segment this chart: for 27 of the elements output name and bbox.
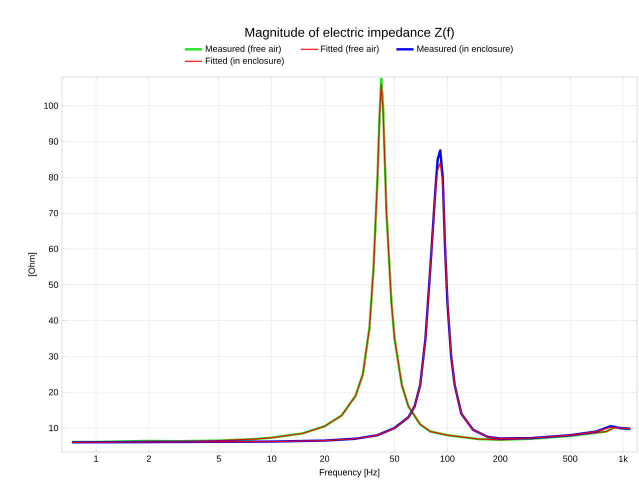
x-tick-label: 100 <box>440 456 455 462</box>
y-tick-label: 50 <box>48 282 58 288</box>
y-tick-label: 60 <box>48 246 58 252</box>
x-tick-label: 50 <box>390 456 400 462</box>
legend-label: Fitted (in enclosure) <box>206 57 284 66</box>
y-tick-label: 70 <box>48 210 58 216</box>
x-tick-label: 200 <box>493 456 508 462</box>
y-axis-title: [Ohm] <box>28 252 37 276</box>
y-tick-label: 90 <box>48 138 58 145</box>
y-tick-label: 80 <box>48 174 58 180</box>
y-tick-label: 30 <box>48 353 58 360</box>
chart-title: Magnitude of electric impedance Z(f) <box>245 27 454 40</box>
y-tick-label: 10 <box>49 424 58 432</box>
x-tick-label: 5 <box>216 456 221 462</box>
x-tick-label: 1k <box>619 456 628 462</box>
legend-label: Measured (in enclosure) <box>417 45 513 54</box>
x-tick-label: 10 <box>267 456 276 462</box>
legend-label: Fitted (free air) <box>321 45 379 54</box>
x-axis-title: Frequency [Hz] <box>320 468 380 478</box>
x-tick-label: 2 <box>146 456 151 462</box>
x-tick-label: 20 <box>320 456 330 462</box>
x-tick-label: 500 <box>563 456 578 462</box>
y-tick-label: 20 <box>48 389 58 396</box>
legend-label: Measured (free air) <box>206 45 281 54</box>
x-tick-label: 1 <box>94 456 98 462</box>
y-tick-label: 40 <box>48 317 58 324</box>
y-tick-label: 100 <box>44 102 58 109</box>
